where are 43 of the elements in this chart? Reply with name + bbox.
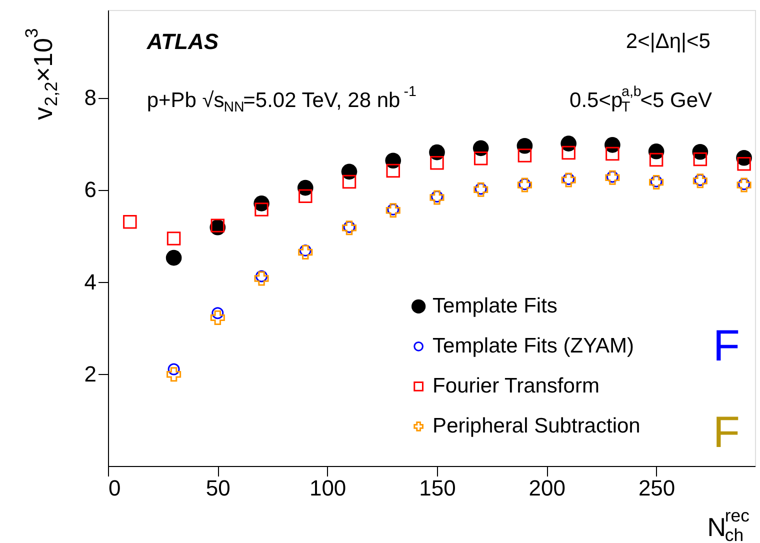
- point: [386, 164, 400, 178]
- point: [210, 310, 225, 325]
- x-tick-label: 250: [638, 476, 676, 500]
- y-tick-label: 4: [84, 269, 96, 294]
- point: [123, 215, 137, 229]
- point: [298, 245, 313, 260]
- point: [254, 271, 269, 286]
- point: [256, 270, 268, 282]
- point: [299, 244, 312, 256]
- point: [210, 218, 225, 232]
- point: [518, 148, 532, 162]
- point: [606, 146, 620, 161]
- point: [166, 367, 182, 382]
- annotation: F: [712, 408, 740, 458]
- y-axis-title: v2,2×103: [21, 28, 61, 120]
- x-tick-label: 0: [108, 476, 121, 500]
- point: [649, 152, 664, 167]
- annotation: ATLAS: [146, 28, 219, 54]
- point: [693, 152, 708, 166]
- point: [166, 250, 182, 266]
- x-tick-label: 50: [206, 476, 230, 500]
- point: [562, 146, 576, 160]
- legend-label: Template Fits (ZYAM): [432, 334, 634, 358]
- y-tick-label: 8: [84, 85, 96, 110]
- point: [474, 151, 488, 166]
- point: [298, 189, 312, 203]
- legend-label: Template Fits: [432, 294, 558, 318]
- point: [737, 156, 751, 171]
- x-tick-label: 200: [528, 476, 566, 500]
- point: [168, 363, 180, 376]
- y-tick-label: 6: [84, 177, 96, 202]
- point: [342, 174, 356, 189]
- point: [430, 156, 444, 170]
- point: [212, 307, 224, 320]
- point: [166, 232, 181, 246]
- legend-label: Fourier Transform: [432, 374, 600, 398]
- annotation: 2<|Δη|<5: [626, 30, 710, 53]
- legend-label: Peripheral Subtraction: [432, 414, 640, 438]
- annotation: F: [712, 321, 740, 370]
- y-tick-label: 2: [84, 361, 96, 386]
- point: [254, 202, 268, 216]
- x-tick-label: 100: [309, 476, 346, 500]
- x-tick-label: 150: [419, 476, 456, 500]
